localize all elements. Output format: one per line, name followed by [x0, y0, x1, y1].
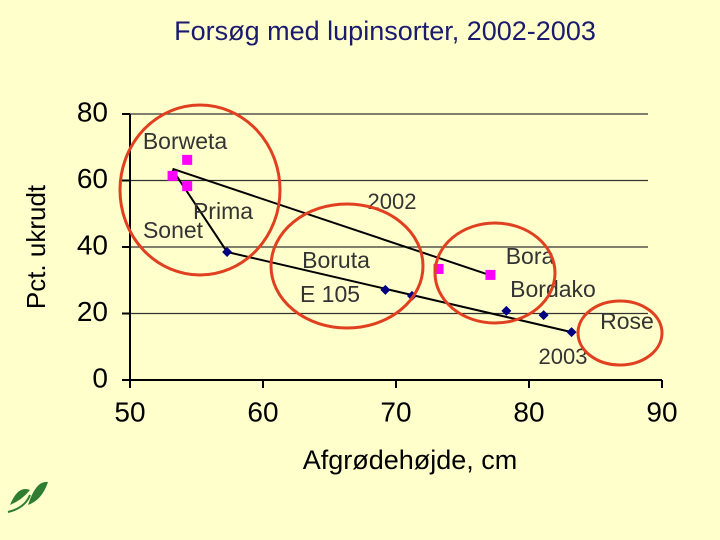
y-tick-label: 80 — [77, 96, 108, 127]
annotation: Rose — [600, 308, 654, 334]
point — [566, 327, 577, 338]
annotation: Prima — [193, 198, 253, 224]
x-tick-label: 90 — [646, 396, 677, 427]
y-tick-label: 20 — [77, 296, 108, 327]
ellipse — [576, 299, 664, 367]
chart-title: Forsøg med lupinsorter, 2002-2003 — [174, 16, 596, 46]
y-axis-label: Pct. ukrudt — [21, 184, 51, 309]
x-tick-label: 80 — [513, 396, 544, 427]
ellipse — [269, 202, 425, 330]
annotation: E 105 — [300, 281, 360, 307]
logo — [7, 481, 48, 513]
y-tick-label: 60 — [77, 163, 108, 194]
annotation: Borweta — [143, 128, 228, 154]
point — [501, 305, 512, 316]
x-axis-label: Afgrødehøjde, cm — [303, 445, 518, 475]
x-tick-label: 60 — [247, 396, 278, 427]
annotation: Boruta — [302, 247, 370, 273]
point — [222, 246, 233, 257]
ellipse — [118, 103, 282, 277]
y-tick-label: 40 — [77, 229, 108, 260]
point — [433, 263, 444, 274]
logo-leaf — [10, 489, 30, 505]
series-label: 2003 — [539, 344, 588, 369]
point — [380, 284, 391, 295]
x-tick-label: 50 — [114, 396, 145, 427]
point — [182, 181, 193, 192]
annotation: Sonet — [143, 217, 204, 243]
point — [538, 310, 549, 321]
x-tick-label: 70 — [380, 396, 411, 427]
series-label: 2002 — [368, 189, 417, 214]
y-tick-label: 0 — [92, 362, 108, 393]
point — [485, 269, 496, 280]
logo-stem — [7, 494, 31, 513]
ellipse — [433, 221, 557, 325]
plot-area: 0 20 40 60 80 50 60 70 80 90 2002 2003 Borweta PrimaS… — [77, 96, 678, 427]
point — [167, 170, 178, 181]
point — [182, 154, 193, 165]
logo-leaf — [28, 481, 48, 505]
highlight-ellipses — [118, 103, 664, 367]
